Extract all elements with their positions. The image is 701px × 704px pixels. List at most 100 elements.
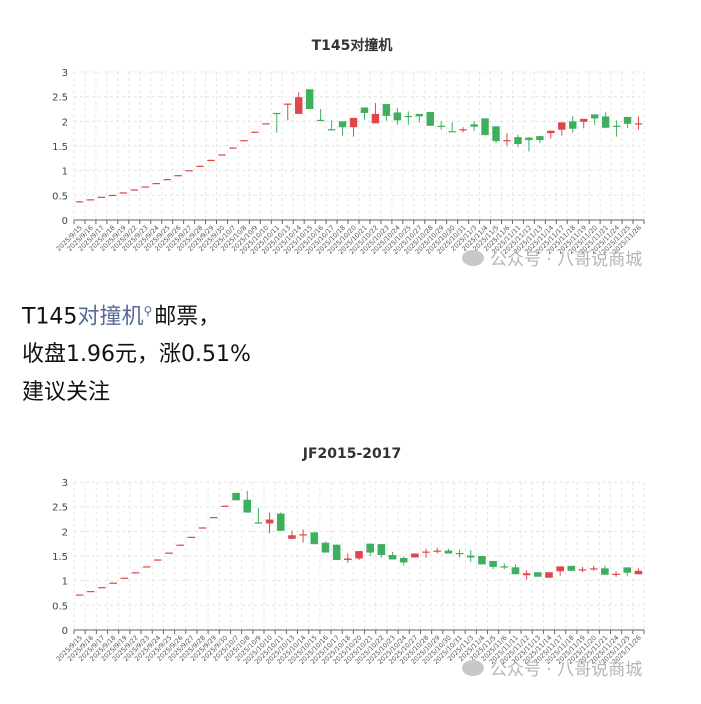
candle-body [470, 124, 478, 127]
candle-body [590, 114, 599, 119]
candle-body [466, 555, 475, 558]
y-tick-label: 2.5 [52, 93, 68, 104]
candle-body [221, 505, 229, 507]
candle-body [349, 117, 358, 128]
y-tick-label: 2 [62, 117, 68, 128]
candle-body [316, 119, 325, 122]
stamp-suffix: 邮票， [154, 304, 221, 330]
y-tick-label: 1 [62, 577, 68, 588]
candle-body [426, 111, 434, 126]
keyword-link[interactable]: 对撞机 [77, 304, 144, 330]
y-tick-label: 1 [62, 167, 68, 178]
article-text: T145对撞机⚲邮票， 收盘1.96元，涨0.51% 建议关注 [22, 292, 251, 412]
article-line-1: T145对撞机⚲邮票， [22, 292, 251, 336]
candle-body [601, 568, 609, 575]
candle-body [612, 573, 620, 575]
candle-body [558, 122, 566, 130]
candle-body [154, 559, 162, 561]
y-tick-label: 3 [62, 68, 68, 79]
y-tick-label: 0 [62, 216, 68, 227]
watermark: 公众号 · 八哥说商城 [462, 655, 642, 680]
candle-body [174, 175, 182, 177]
article-line-3: 建议关注 [22, 380, 111, 406]
candle-body [481, 118, 489, 136]
candle-body [514, 137, 522, 145]
candle-body [273, 112, 281, 115]
candle-body [109, 582, 117, 584]
candle-body [305, 89, 314, 109]
candle-body [360, 107, 369, 113]
candlestick-chart-t145: T145对撞机00.511.522.532025/9/152025/9/1620… [52, 37, 645, 256]
y-tick-label: 0.5 [52, 601, 68, 612]
candle-body [152, 183, 160, 185]
candle-body [185, 170, 193, 172]
candle-body [511, 567, 520, 575]
candle-body [131, 572, 140, 574]
candle-body [344, 558, 352, 560]
watermark-text: 公众号 · 八哥说商城 [490, 250, 643, 270]
candle-body [254, 522, 263, 524]
candle-body [623, 116, 632, 124]
candle-body [299, 534, 307, 536]
candle-body [251, 131, 259, 133]
candle-body [288, 535, 296, 539]
candle-body [294, 97, 303, 114]
candle-body [393, 112, 402, 121]
candle-body [377, 544, 386, 556]
stamp-code: T145 [22, 304, 78, 330]
candle-body [459, 129, 467, 131]
candle-body [265, 519, 274, 524]
candle-body [187, 536, 196, 538]
candle-body [382, 104, 391, 116]
candle-body [86, 591, 95, 593]
candle-body [612, 125, 621, 127]
candle-body [448, 131, 456, 133]
y-tick-label: 3 [62, 478, 68, 489]
candle-body [232, 492, 240, 501]
wechat-icon [462, 659, 484, 676]
candle-body [75, 201, 84, 203]
candle-body [97, 196, 106, 199]
candle-body [332, 544, 341, 560]
candle-body [522, 573, 531, 576]
candle-body [556, 566, 564, 572]
article-line-2: 收盘1.96元，涨0.51% [22, 342, 251, 368]
candle-body [399, 557, 408, 563]
candle-body [165, 552, 173, 554]
candle-body [536, 136, 544, 141]
candle-body [108, 194, 117, 197]
candle-body [500, 566, 509, 568]
candle-body [569, 121, 577, 129]
candle-body [478, 556, 486, 565]
chart-title: JF2015-2017 [302, 446, 402, 462]
chart-title: T145对撞机 [312, 37, 393, 54]
wechat-icon [462, 249, 484, 266]
candle-body [366, 543, 374, 553]
candle-body [338, 121, 347, 128]
candle-body [433, 550, 442, 552]
candle-body [284, 103, 292, 105]
magnifier-icon[interactable]: ⚲ [143, 304, 153, 318]
candle-body [411, 553, 419, 558]
y-tick-label: 0 [62, 626, 68, 637]
candle-body [437, 125, 445, 127]
watermark-text: 公众号 · 八哥说商城 [490, 660, 643, 680]
candle-body [176, 544, 184, 546]
candle-body [371, 113, 380, 124]
candle-body [120, 577, 129, 579]
candle-body [444, 550, 453, 554]
candle-body [545, 572, 553, 578]
candle-body [547, 130, 555, 134]
candle-body [142, 566, 151, 568]
candle-body [634, 123, 643, 125]
candle-body [579, 118, 588, 122]
candle-body [86, 199, 95, 201]
candle-body [567, 565, 576, 571]
y-tick-label: 1.5 [52, 552, 68, 563]
candle-body [321, 542, 330, 553]
candle-body [163, 179, 171, 181]
candle-body [240, 140, 248, 142]
watermark: 公众号 · 八哥说商城 [462, 245, 642, 270]
candle-body [634, 570, 643, 575]
y-tick-label: 1.5 [52, 142, 68, 153]
